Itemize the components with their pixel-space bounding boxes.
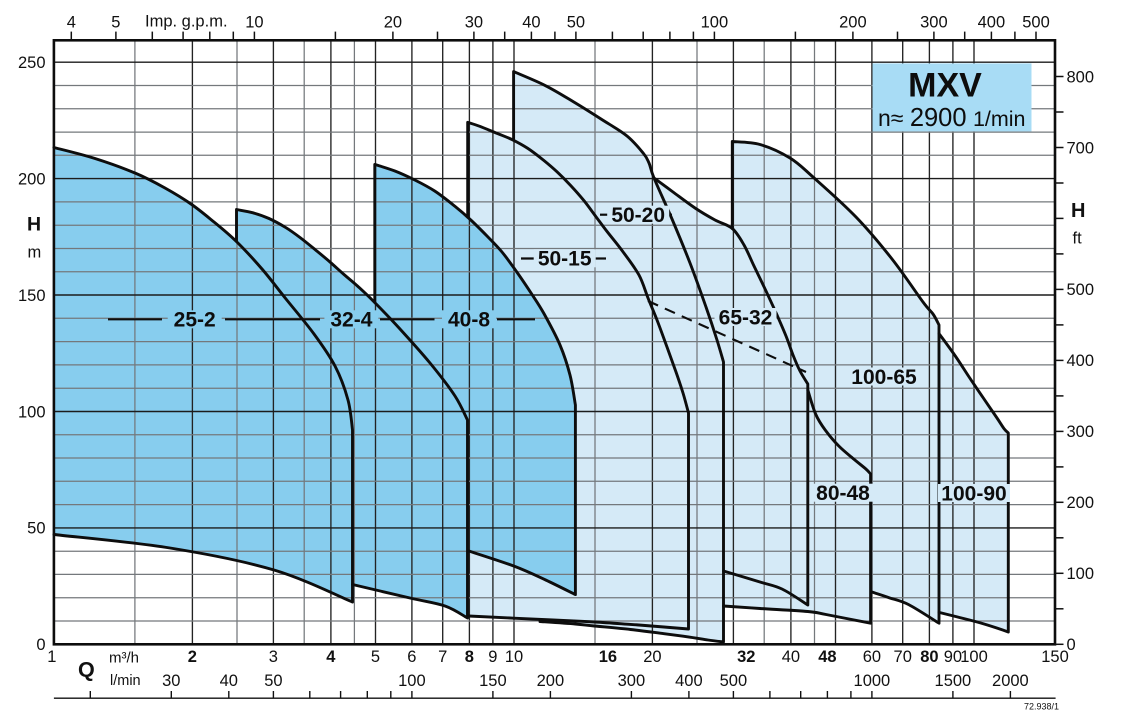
svg-text:50-15: 50-15 (538, 248, 592, 271)
svg-text:20: 20 (384, 14, 402, 32)
svg-text:100: 100 (701, 14, 729, 32)
svg-text:Imp. g.p.m.: Imp. g.p.m. (145, 13, 228, 31)
svg-text:700: 700 (1067, 139, 1095, 157)
svg-text:m³/h: m³/h (109, 650, 139, 667)
svg-text:H: H (1071, 200, 1085, 222)
svg-text:m: m (28, 244, 42, 262)
svg-text:500: 500 (1067, 281, 1095, 299)
svg-text:n≈ 2900 1/min: n≈ 2900 1/min (878, 104, 1026, 132)
svg-text:40: 40 (782, 648, 800, 666)
svg-text:150: 150 (479, 672, 507, 690)
svg-text:80-48: 80-48 (816, 482, 870, 505)
svg-text:2: 2 (188, 648, 197, 666)
svg-text:25-2: 25-2 (174, 309, 216, 332)
svg-text:9: 9 (488, 648, 497, 666)
svg-text:400: 400 (1067, 352, 1095, 370)
svg-text:40-8: 40-8 (448, 309, 490, 332)
svg-text:4: 4 (326, 648, 336, 666)
svg-text:8: 8 (465, 648, 474, 666)
svg-text:MXV: MXV (908, 67, 982, 105)
svg-text:30: 30 (162, 672, 180, 690)
svg-text:200: 200 (839, 14, 867, 32)
svg-text:500: 500 (720, 672, 748, 690)
svg-text:100: 100 (18, 403, 46, 421)
svg-text:l/min: l/min (110, 673, 141, 689)
svg-text:3: 3 (269, 648, 278, 666)
svg-text:ft: ft (1073, 230, 1083, 248)
svg-text:400: 400 (675, 672, 703, 690)
svg-text:10: 10 (245, 14, 263, 32)
svg-text:10: 10 (505, 648, 523, 666)
svg-text:20: 20 (643, 648, 661, 666)
svg-text:100: 100 (398, 672, 426, 690)
svg-text:30: 30 (465, 14, 483, 32)
svg-text:0: 0 (1067, 636, 1076, 654)
svg-text:300: 300 (618, 672, 646, 690)
svg-text:0: 0 (36, 636, 45, 654)
svg-text:200: 200 (537, 672, 565, 690)
svg-text:6: 6 (407, 648, 416, 666)
svg-text:90: 90 (944, 648, 962, 666)
svg-text:300: 300 (920, 14, 948, 32)
svg-text:150: 150 (18, 287, 46, 305)
svg-text:100: 100 (960, 648, 988, 666)
svg-text:1000: 1000 (854, 672, 891, 690)
svg-text:4: 4 (67, 14, 76, 32)
svg-text:5: 5 (111, 14, 120, 32)
svg-text:16: 16 (599, 648, 617, 666)
svg-text:250: 250 (18, 54, 46, 72)
svg-text:100-65: 100-65 (851, 366, 917, 389)
svg-text:50: 50 (264, 672, 282, 690)
svg-text:50: 50 (27, 520, 45, 538)
svg-text:1500: 1500 (935, 672, 972, 690)
svg-text:60: 60 (863, 648, 881, 666)
svg-text:100-90: 100-90 (941, 482, 1006, 505)
svg-text:800: 800 (1067, 68, 1095, 86)
svg-text:72.938/1: 72.938/1 (1024, 702, 1059, 712)
svg-text:50-20: 50-20 (611, 204, 665, 227)
svg-text:50: 50 (567, 14, 585, 32)
svg-text:200: 200 (18, 170, 46, 188)
svg-text:300: 300 (1067, 423, 1095, 441)
svg-text:Q: Q (78, 658, 95, 682)
svg-text:40: 40 (220, 672, 238, 690)
svg-text:500: 500 (1022, 14, 1050, 32)
svg-text:H: H (27, 214, 41, 236)
svg-text:32: 32 (737, 648, 755, 666)
svg-text:32-4: 32-4 (330, 309, 372, 332)
svg-text:2000: 2000 (992, 672, 1029, 690)
svg-text:100: 100 (1067, 565, 1095, 583)
svg-text:200: 200 (1067, 494, 1095, 512)
svg-text:40: 40 (522, 14, 540, 32)
svg-text:48: 48 (818, 648, 836, 666)
svg-text:5: 5 (371, 648, 380, 666)
svg-text:1: 1 (47, 648, 56, 666)
svg-text:400: 400 (978, 14, 1006, 32)
svg-text:70: 70 (894, 648, 912, 666)
svg-text:65-32: 65-32 (719, 306, 773, 329)
svg-text:150: 150 (1041, 648, 1069, 666)
svg-text:7: 7 (438, 648, 447, 666)
svg-text:80: 80 (920, 648, 938, 666)
